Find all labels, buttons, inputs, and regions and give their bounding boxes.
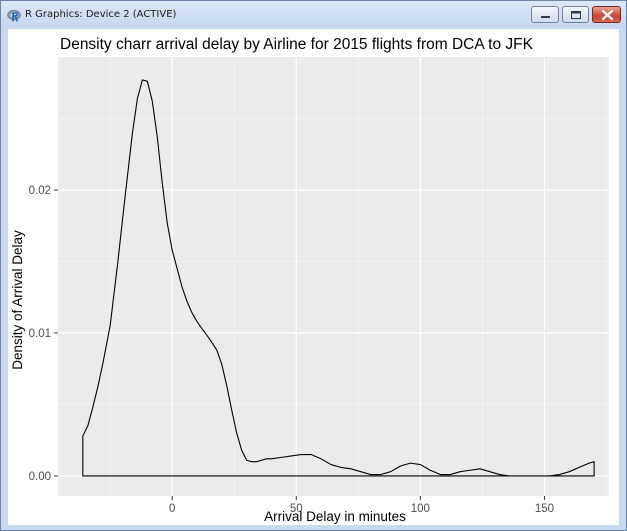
window-title: R Graphics: Device 2 (ACTIVE): [25, 9, 177, 20]
plot-canvas: 0 50 100 150 0.00 0.01 0.02 Density charr arr…: [8, 29, 619, 525]
y-tick-label: 0.01: [29, 328, 51, 340]
y-tick-label: 0.02: [29, 185, 51, 197]
chart-title: Density charr arrival delay by Airline f…: [60, 36, 534, 53]
density-plot: 0 50 100 150 0.00 0.01 0.02 Density charr arr…: [10, 36, 609, 524]
x-tick-label: 0: [169, 503, 175, 515]
y-axis: 0.00 0.01 0.02: [29, 185, 58, 483]
minimize-button[interactable]: [531, 6, 559, 23]
grid-minor-lines: [58, 57, 609, 496]
y-tick-label: 0.00: [29, 471, 51, 483]
x-axis-label: Arrival Delay in minutes: [264, 509, 406, 524]
maximize-icon: [571, 11, 581, 19]
y-axis-label: Density of Arrival Delay: [10, 230, 25, 370]
density-series-line: [82, 79, 595, 477]
x-tick-label: 50: [290, 503, 303, 515]
close-icon: [601, 9, 614, 21]
r-logo-icon: [7, 10, 21, 22]
close-button[interactable]: [592, 6, 621, 23]
title-bar[interactable]: R Graphics: Device 2 (ACTIVE): [1, 1, 626, 29]
x-axis: 0 50 100 150: [169, 496, 554, 515]
x-tick-label: 100: [411, 503, 430, 515]
x-tick-label: 150: [535, 503, 554, 515]
maximize-button[interactable]: [562, 6, 589, 23]
minimize-icon: [541, 16, 550, 18]
plot-panel: [58, 57, 609, 496]
